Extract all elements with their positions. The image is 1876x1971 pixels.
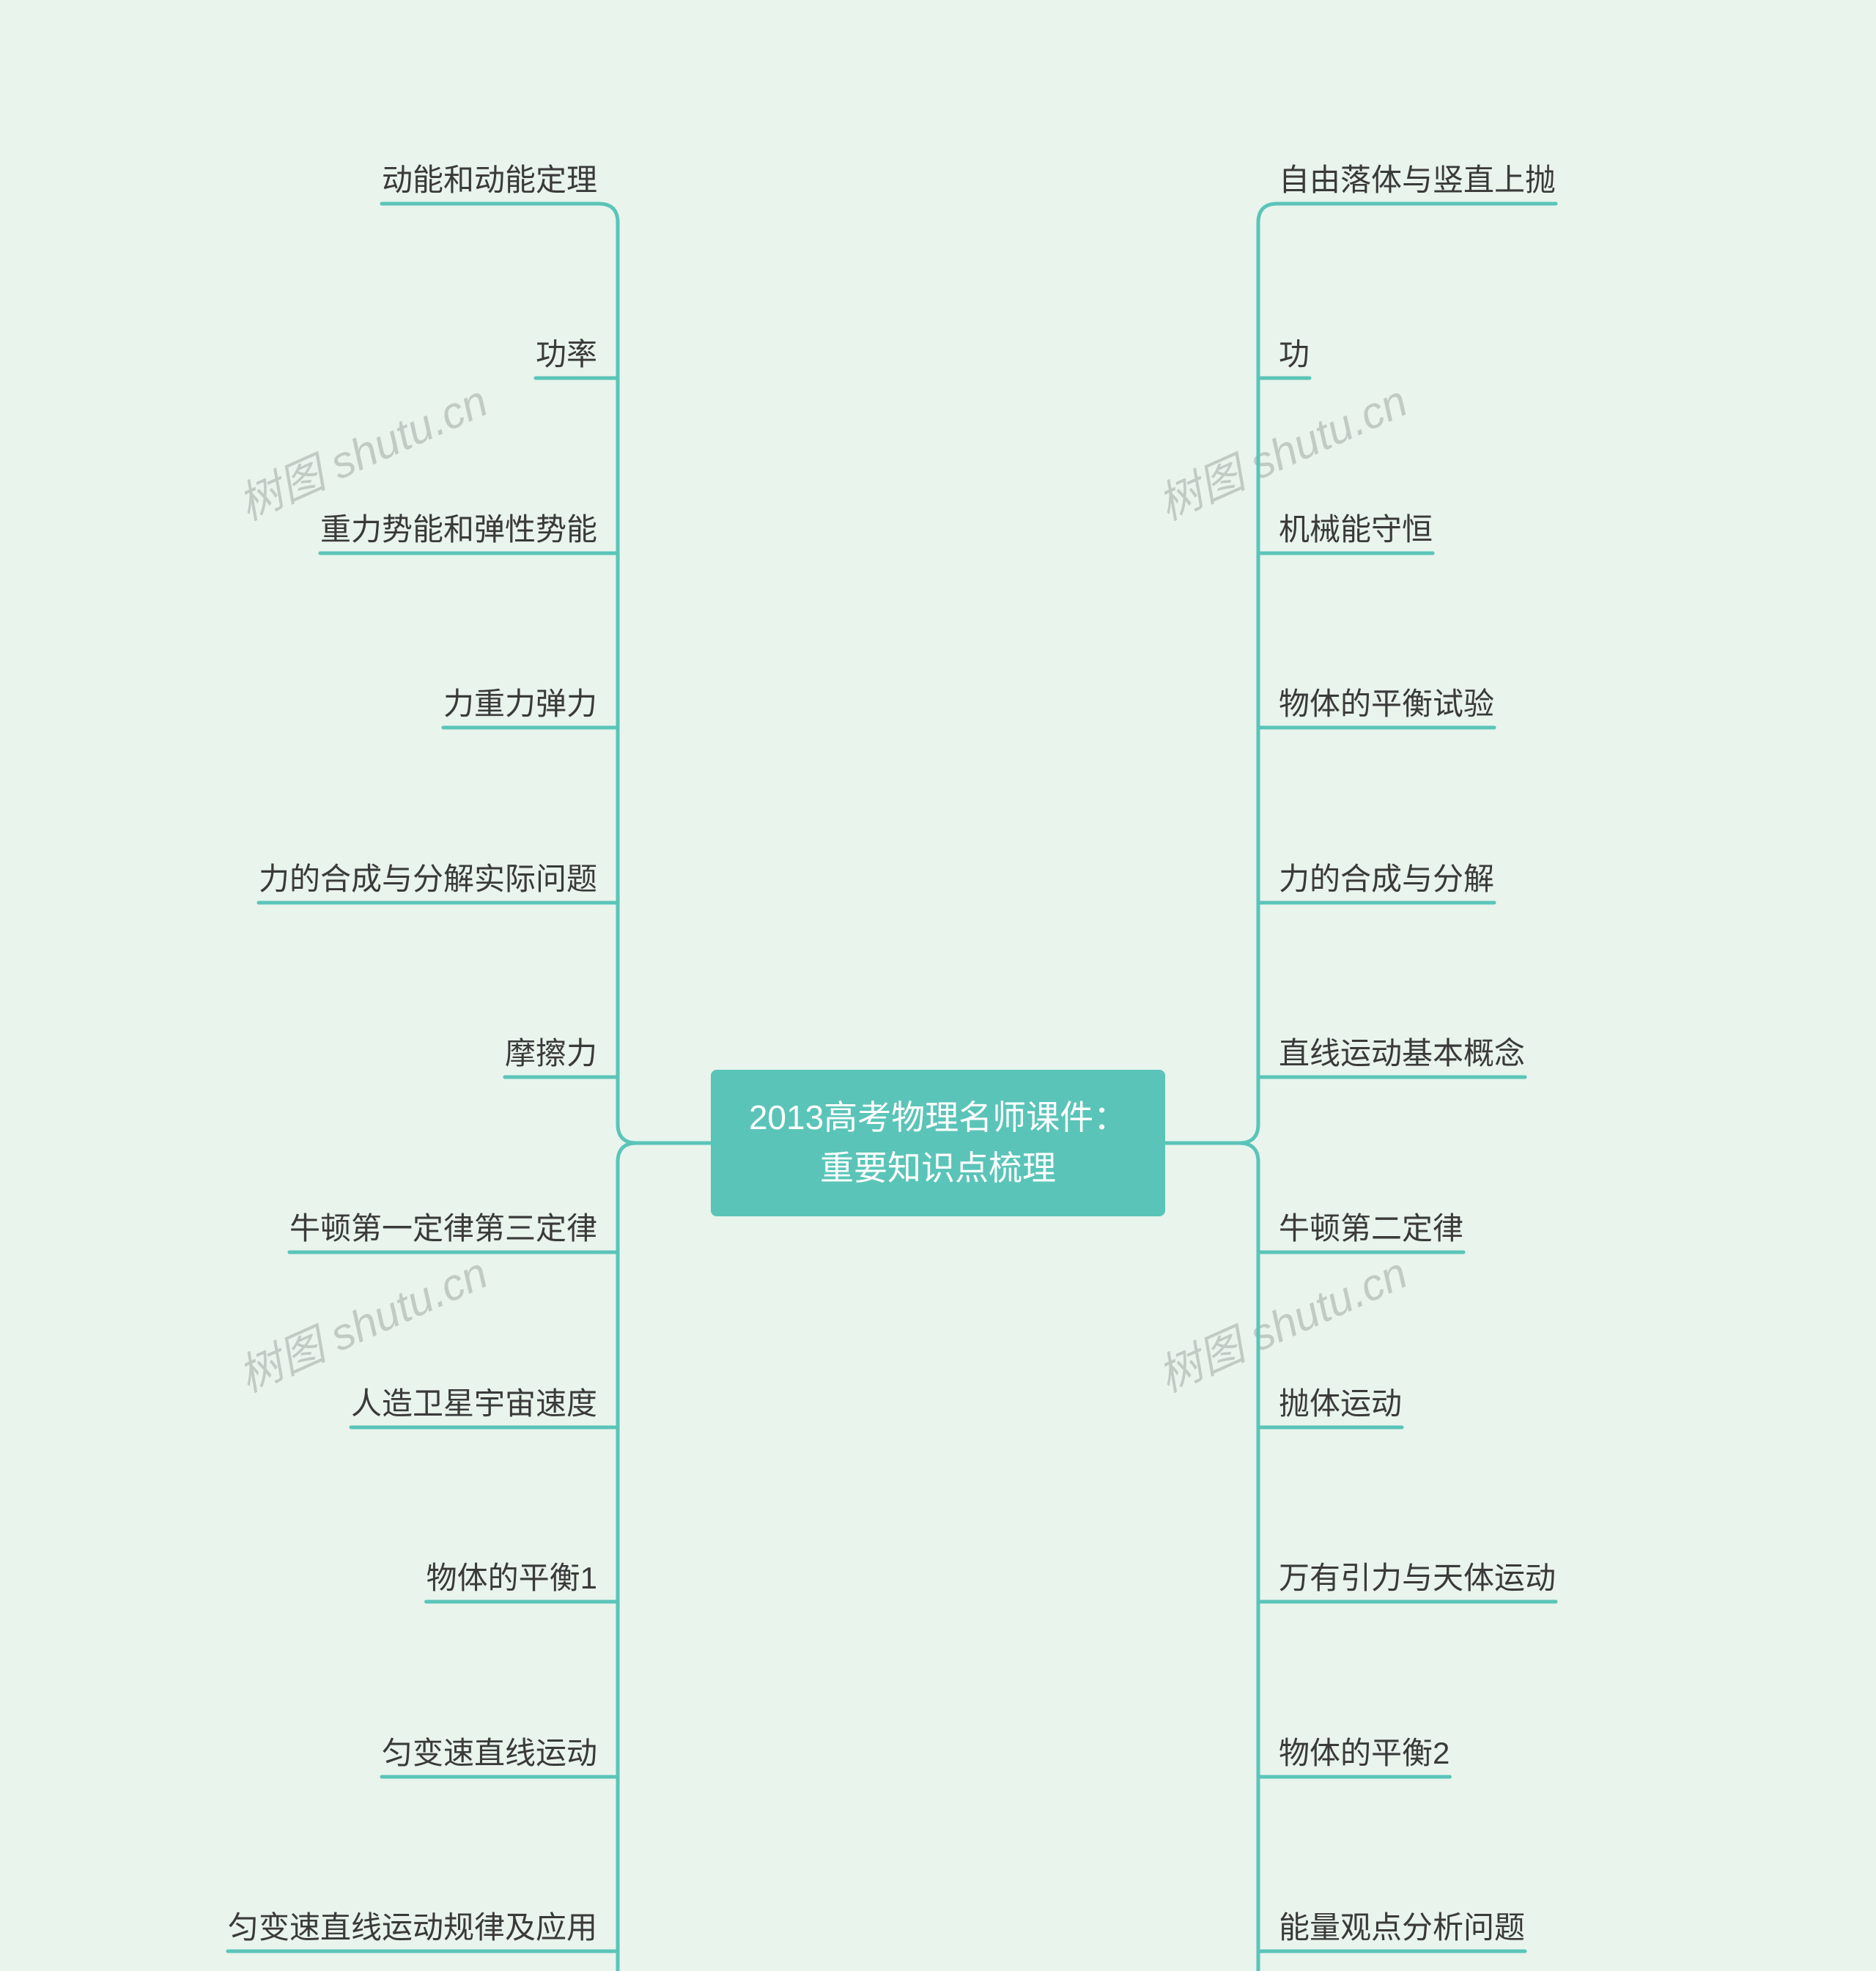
- mindmap-leaf: 功率: [536, 330, 597, 374]
- mindmap-leaf: 牛顿第二定律: [1279, 1204, 1463, 1249]
- mindmap-leaf: 力的合成与分解: [1279, 854, 1494, 899]
- mindmap-leaf: 自由落体与竖直上抛: [1279, 155, 1556, 200]
- mindmap-leaf: 物体的平衡2: [1279, 1728, 1450, 1773]
- mindmap-leaf: 匀变速直线运动规律及应用: [228, 1903, 597, 1948]
- mindmap-leaf: 力重力弹力: [443, 679, 597, 724]
- mindmap-leaf: 直线运动基本概念: [1279, 1029, 1525, 1073]
- mindmap-leaf: 牛顿第一定律第三定律: [289, 1204, 597, 1249]
- mindmap-leaf: 物体的平衡1: [426, 1553, 597, 1598]
- mindmap-leaf: 匀变速直线运动: [382, 1728, 597, 1773]
- mindmap-canvas: 树图 shutu.cn树图 shutu.cn树图 shutu.cn树图 shut…: [0, 0, 1876, 1971]
- mindmap-leaf: 摩擦力: [505, 1029, 597, 1073]
- mindmap-leaf: 能量观点分析问题: [1279, 1903, 1525, 1948]
- mindmap-leaf: 功: [1279, 330, 1310, 374]
- mindmap-leaf: 人造卫星宇宙速度: [351, 1379, 597, 1424]
- mindmap-leaf: 机械能守恒: [1279, 505, 1433, 550]
- mindmap-leaf: 抛体运动: [1279, 1379, 1402, 1424]
- mindmap-leaf: 力的合成与分解实际问题: [259, 854, 597, 899]
- mindmap-leaf: 万有引力与天体运动: [1279, 1553, 1556, 1598]
- center-node: 2013高考物理名师课件：重要知识点梳理: [711, 1070, 1165, 1216]
- background: [0, 0, 1876, 1971]
- center-node-text: 2013高考物理名师课件：重要知识点梳理: [749, 1092, 1127, 1194]
- mindmap-leaf: 物体的平衡试验: [1279, 679, 1494, 724]
- mindmap-leaf: 重力势能和弹性势能: [320, 505, 597, 550]
- mindmap-leaf: 动能和动能定理: [382, 155, 597, 200]
